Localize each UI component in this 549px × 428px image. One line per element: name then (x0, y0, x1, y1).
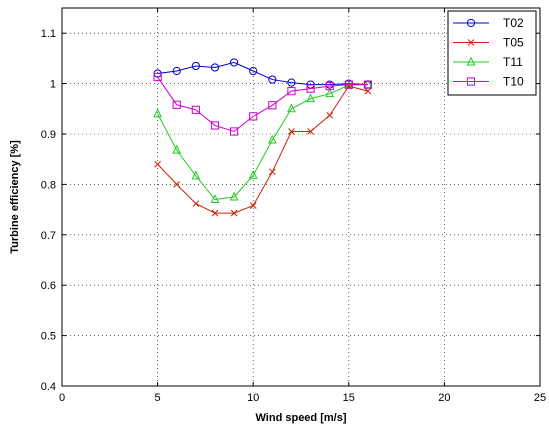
legend-label: T11 (503, 55, 523, 69)
data-point-triangle (191, 170, 201, 180)
data-point-square (363, 80, 373, 89)
y-tick-label: 0.7 (41, 230, 56, 242)
x-tick-label: 10 (247, 392, 259, 404)
data-point-triangle (210, 194, 220, 204)
data-point-square (325, 82, 334, 91)
data-point-x (230, 209, 238, 217)
data-point-x (154, 160, 161, 168)
data-point-circle (191, 61, 200, 71)
data-point-x (211, 209, 219, 217)
data-point-square (268, 101, 277, 110)
data-point-x (467, 39, 475, 46)
y-tick-label: 0.5 (41, 331, 56, 343)
data-point-triangle (229, 191, 239, 201)
data-point-square (466, 77, 476, 86)
x-tick-label: 5 (155, 392, 161, 404)
y-tick-label: 0.6 (41, 280, 56, 292)
data-point-x-stroke (268, 168, 276, 176)
x-tick-label: 25 (534, 392, 546, 404)
y-tick-label: 1.1 (41, 28, 56, 40)
data-point-x-stroke (467, 39, 475, 46)
data-point-x-stroke (211, 209, 219, 217)
data-point-x-stroke (173, 181, 181, 188)
data-point-circle (466, 18, 476, 28)
data-point-square (306, 84, 315, 93)
y-tick-label: 0.9 (41, 129, 56, 141)
data-point-circle (249, 66, 258, 76)
data-point-x-stroke (230, 209, 238, 217)
data-point-triangle (363, 79, 373, 89)
legend-label: T05 (503, 36, 524, 50)
data-point-x (364, 87, 372, 95)
data-point-square (287, 87, 296, 96)
series-T10 (153, 72, 373, 136)
data-point-x-stroke (154, 160, 161, 168)
legend-item: T02 (453, 16, 524, 30)
data-point-x-stroke (326, 111, 334, 119)
data-point-circle (287, 78, 296, 87)
x-tick-label: 15 (343, 392, 355, 404)
y-tick-label: 0.4 (41, 381, 56, 393)
data-point-x (307, 128, 314, 135)
data-point-circle (210, 63, 220, 72)
data-point-x (268, 168, 276, 176)
data-point-x (326, 111, 334, 119)
data-point-x (173, 181, 181, 188)
data-point-circle (172, 66, 181, 76)
data-point-square (229, 127, 239, 136)
data-point-x (192, 200, 200, 207)
series-T11 (153, 79, 373, 204)
y-tick-label: 1 (50, 79, 56, 91)
data-point-triangle (287, 103, 296, 113)
data-point-x-stroke (288, 128, 295, 135)
data-point-triangle (306, 93, 315, 103)
x-axis-label: Wind speed [m/s] (256, 412, 347, 424)
series-line (157, 85, 369, 214)
legend-item: T05 (453, 36, 524, 50)
data-point-square (249, 112, 258, 121)
data-point-x (288, 128, 295, 135)
legend-label: T02 (503, 16, 524, 30)
data-point-square (153, 72, 162, 82)
data-point-x-stroke (192, 200, 200, 207)
y-axis-label: Turbine efficiency [%] (9, 140, 21, 254)
series-T05 (154, 82, 372, 217)
data-point-square (344, 80, 353, 89)
data-point-triangle (248, 170, 258, 179)
y-tick-label: 0.8 (41, 179, 56, 191)
legend-item: T11 (453, 55, 523, 69)
data-point-triangle (172, 144, 182, 154)
data-point-x-stroke (364, 87, 372, 95)
series-lines (153, 58, 373, 217)
legend-item: T10 (453, 75, 524, 89)
data-point-square (210, 121, 220, 130)
data-point-x (249, 202, 257, 209)
data-point-square (191, 105, 200, 114)
x-tick-label: 0 (59, 392, 65, 404)
data-point-triangle (267, 134, 277, 144)
legend: T02 T05 T11 T10 (447, 10, 537, 96)
plot-frame (61, 7, 541, 387)
data-point-triangle (153, 108, 163, 118)
data-point-x-stroke (307, 128, 314, 135)
data-point-x-stroke (249, 202, 257, 209)
data-point-triangle (466, 56, 476, 66)
x-tick-label: 20 (438, 392, 450, 404)
series-line (157, 84, 368, 201)
legend-label: T10 (503, 75, 524, 89)
data-point-circle (268, 75, 277, 84)
data-point-triangle (325, 88, 335, 98)
data-point-circle (229, 58, 239, 67)
data-point-square (172, 100, 181, 109)
